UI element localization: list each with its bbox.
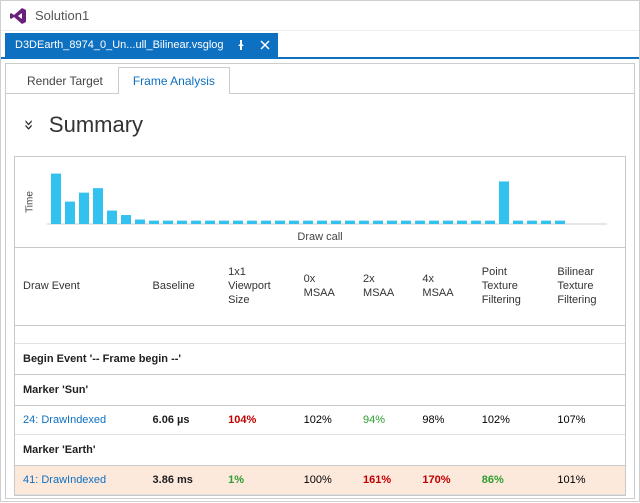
table-spacer (15, 326, 625, 344)
document-tab-active[interactable]: D3DEarth_8974_0_Un...ull_Bilinear.vsglog (5, 33, 278, 57)
table-row: 41: DrawIndexed3.86 ms1%100%161%170%86%1… (15, 466, 625, 495)
metric-cell: 100% (296, 466, 355, 495)
draw-event-link[interactable]: 41: DrawIndexed (15, 466, 145, 495)
metric-cell: 86% (474, 466, 550, 495)
window-titlebar: Solution1 (1, 1, 639, 31)
summary-title: Summary (49, 112, 143, 138)
vs-logo-icon (9, 7, 27, 25)
metric-cell: 170% (414, 466, 473, 495)
document-tabstrip: D3DEarth_8974_0_Un...ull_Bilinear.vsglog (1, 33, 639, 57)
group-label: Marker 'Sun' (15, 375, 625, 406)
group-label: Marker 'Earth' (15, 435, 625, 466)
table-header-row: Draw EventBaseline1x1 Viewport Size0x MS… (15, 248, 625, 326)
close-icon[interactable] (258, 38, 272, 52)
column-header[interactable]: Bilinear Texture Filtering (549, 248, 625, 326)
group-row-sun: Marker 'Sun' (15, 375, 625, 406)
tab-frame-analysis[interactable]: Frame Analysis (118, 67, 230, 94)
group-row-frame-begin: Begin Event '-- Frame begin --' (15, 344, 625, 375)
column-header[interactable]: Point Texture Filtering (474, 248, 550, 326)
chart-ylabel: Time (24, 191, 35, 213)
group-row-earth: Marker 'Earth' (15, 435, 625, 466)
metric-cell: 161% (355, 466, 414, 495)
frame-analysis-panel: Render Target Frame Analysis » Summary T… (5, 63, 635, 499)
baseline-cell: 3.86 ms (145, 466, 221, 495)
frame-analysis-table: Draw EventBaseline1x1 Viewport Size0x MS… (15, 248, 625, 495)
document-area: Render Target Frame Analysis » Summary T… (1, 57, 639, 503)
metric-cell: 102% (296, 406, 355, 435)
metric-cell: 98% (414, 406, 473, 435)
chart-svg (47, 165, 607, 225)
column-header[interactable]: 2x MSAA (355, 248, 414, 326)
inner-tabstrip: Render Target Frame Analysis (6, 64, 634, 94)
metric-cell: 102% (474, 406, 550, 435)
metric-cell: 101% (549, 466, 625, 495)
column-header[interactable]: 1x1 Viewport Size (220, 248, 296, 326)
frame-analysis-content: » Summary Time Draw call Draw EventBasel… (6, 94, 634, 498)
column-header[interactable]: Draw Event (15, 248, 145, 326)
column-header[interactable]: Baseline (145, 248, 221, 326)
collapse-chevron-icon[interactable]: » (20, 120, 36, 131)
metric-cell: 107% (549, 406, 625, 435)
metric-cell: 104% (220, 406, 296, 435)
column-header[interactable]: 0x MSAA (296, 248, 355, 326)
column-header[interactable]: 4x MSAA (414, 248, 473, 326)
tab-render-target[interactable]: Render Target (12, 67, 118, 94)
table-row: 24: DrawIndexed6.06 µs104%102%94%98%102%… (15, 406, 625, 435)
frame-table-wrap: Draw EventBaseline1x1 Viewport Size0x MS… (14, 248, 626, 496)
document-tab-label: D3DEarth_8974_0_Un...ull_Bilinear.vsglog (15, 39, 224, 51)
draw-event-link[interactable]: 24: DrawIndexed (15, 406, 145, 435)
baseline-cell: 6.06 µs (145, 406, 221, 435)
group-label: Begin Event '-- Frame begin --' (15, 344, 625, 375)
summary-header: » Summary (12, 104, 628, 156)
drawcall-time-chart: Time Draw call (14, 156, 626, 248)
window-title: Solution1 (35, 8, 89, 23)
metric-cell: 94% (355, 406, 414, 435)
chart-xlabel: Draw call (23, 225, 617, 245)
pin-icon[interactable] (234, 38, 248, 52)
metric-cell: 1% (220, 466, 296, 495)
